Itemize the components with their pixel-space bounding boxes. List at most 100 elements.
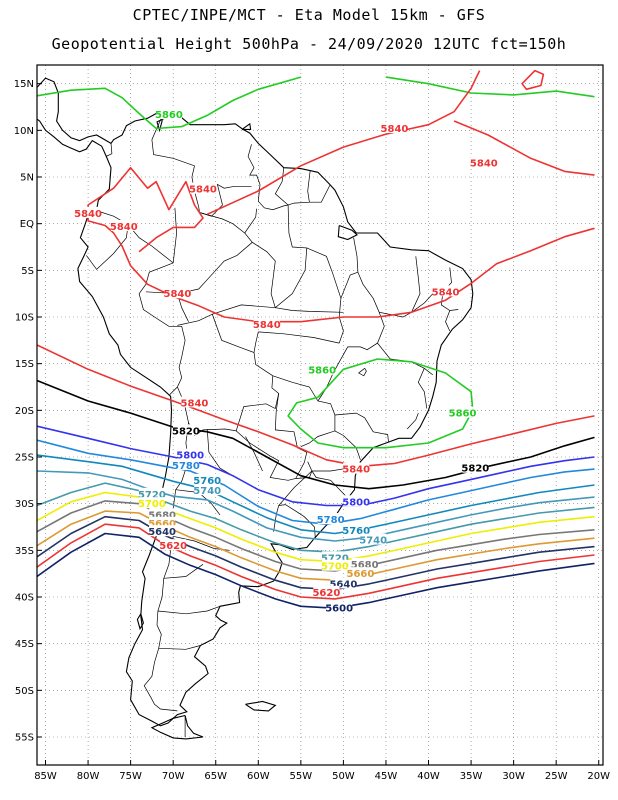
lon-tick-label: 35W <box>460 771 483 782</box>
contour-label-bg <box>343 495 370 507</box>
contour-5840 <box>521 69 545 91</box>
contour-5740 <box>37 470 595 542</box>
contour-label-bg <box>172 424 199 436</box>
contour-label: 5800 <box>342 497 370 508</box>
contour-5840 <box>87 166 595 323</box>
contour-label-bg <box>138 497 165 509</box>
lat-tick-label: 5S <box>21 266 34 277</box>
country-border <box>440 291 459 311</box>
contour-label: 5840 <box>181 398 209 409</box>
country-border <box>274 167 311 206</box>
country-border <box>334 412 389 443</box>
contour-label-bg <box>449 406 476 418</box>
contour-label-bg <box>313 585 340 597</box>
lon-tick-label: 70W <box>162 771 185 782</box>
contour-5720 <box>37 482 595 554</box>
coastline <box>150 714 204 740</box>
lat-tick-label: 5N <box>20 173 34 184</box>
country-border <box>358 368 367 377</box>
country-border <box>278 504 316 539</box>
contour-label-bg <box>194 473 221 485</box>
contour-label: 5680 <box>148 510 176 521</box>
contour-5680 <box>37 500 595 572</box>
country-border <box>311 470 347 497</box>
contour-5840 <box>37 344 595 468</box>
country-border <box>245 436 263 472</box>
contour-label: 5760 <box>342 526 370 537</box>
contour-label-bg <box>326 601 353 613</box>
country-border <box>406 412 419 430</box>
lat-tick-label: 25S <box>15 453 34 464</box>
lon-tick-label: 45W <box>375 771 398 782</box>
contour-label-bg <box>343 462 370 474</box>
coastline <box>245 700 277 712</box>
graticule <box>37 65 603 765</box>
contour-label: 5840 <box>381 124 409 135</box>
country-border <box>105 143 113 157</box>
contour-label: 5840 <box>432 287 460 298</box>
country-border <box>172 207 177 263</box>
contour-label: 5620 <box>312 588 340 599</box>
contour-label: 5640 <box>148 527 176 538</box>
contour-5840 <box>453 120 595 176</box>
contour-label-bg <box>321 551 348 563</box>
contour-label: 5720 <box>321 553 349 564</box>
contour-label-bg <box>172 458 199 470</box>
lat-tick-label: 30S <box>15 499 34 510</box>
contour-label: 5760 <box>193 476 221 487</box>
lat-tick-label: 35S <box>15 546 34 557</box>
lat-tick-label: 10S <box>15 313 34 324</box>
contour-label-bg <box>164 287 191 299</box>
lon-tick-label: 80W <box>77 771 100 782</box>
country-border <box>158 645 201 650</box>
contour-label: 5600 <box>325 604 353 615</box>
map-subtitle: Geopotential Height 500hPa - 24/09/2020 … <box>51 35 567 53</box>
contour-5820 <box>37 379 595 490</box>
country-border <box>253 331 259 353</box>
contour-label-bg <box>253 317 280 329</box>
contour-label-bg <box>462 461 489 473</box>
contour-label-bg <box>149 516 176 528</box>
contour-label: 5660 <box>347 569 375 580</box>
contour-label-bg <box>309 363 336 375</box>
contour-layer <box>37 69 595 610</box>
lat-tick-label: 15N <box>14 79 34 90</box>
lat-tick-label: 55S <box>15 733 34 744</box>
country-border <box>411 256 421 313</box>
coastline <box>136 613 144 631</box>
lon-tick-label: 75W <box>119 771 142 782</box>
coastline <box>241 122 252 130</box>
axis-ticks: 15N 10N 5N EQ 5S 10S 15S 20S 25S 30S 35S 40S 45S 50S 5… <box>14 79 610 782</box>
contour-label-bg <box>381 121 408 133</box>
contour-label-bg <box>160 539 187 551</box>
country-border <box>206 428 233 477</box>
lat-tick-label: 40S <box>15 593 34 604</box>
lat-tick-label: 50S <box>15 686 34 697</box>
contour-label: 5840 <box>253 320 281 331</box>
lat-tick-label: 20S <box>15 406 34 417</box>
country-border <box>138 262 186 395</box>
lat-tick-label: 45S <box>15 639 34 650</box>
country-border <box>417 368 428 409</box>
contour-label-bg <box>110 219 137 231</box>
contour-label: 5840 <box>74 209 102 220</box>
country-border <box>379 267 452 318</box>
contour-5640 <box>37 515 595 591</box>
contour-label-bg <box>155 107 182 119</box>
lon-tick-label: 60W <box>247 771 270 782</box>
lon-tick-label: 85W <box>34 771 57 782</box>
contour-label-bg <box>321 559 348 571</box>
contour-label-bg <box>432 285 459 297</box>
lon-tick-label: 55W <box>290 771 313 782</box>
country-border <box>86 224 129 270</box>
contour-label-bg <box>317 513 344 525</box>
contour-label: 5780 <box>317 515 345 526</box>
contour-5860 <box>287 358 474 449</box>
contour-label: 5700 <box>138 499 166 510</box>
country-border <box>247 144 289 211</box>
contour-label-bg <box>189 182 216 194</box>
coastline <box>337 224 358 241</box>
lat-tick-label: 15S <box>15 359 34 370</box>
country-border <box>338 271 359 344</box>
